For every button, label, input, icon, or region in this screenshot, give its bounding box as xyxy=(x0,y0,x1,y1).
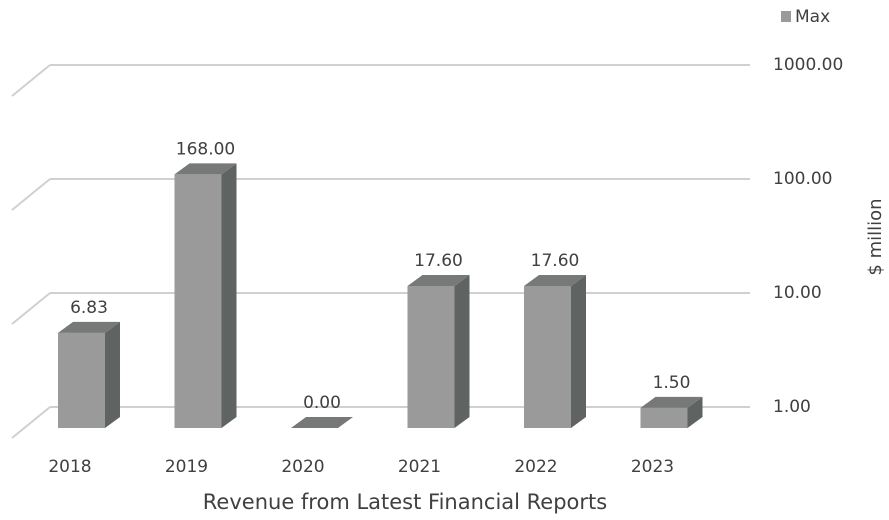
data-label: 1.50 xyxy=(653,373,691,393)
y-tick-label: 100.00 xyxy=(773,169,832,189)
grid-line xyxy=(11,406,51,439)
bar-front xyxy=(407,286,455,428)
y-axis-title: $ million xyxy=(865,198,886,275)
x-tick-label: 2018 xyxy=(48,457,91,477)
data-label: 17.60 xyxy=(531,251,580,271)
grid-line xyxy=(11,292,51,325)
x-axis-title: Revenue from Latest Financial Reports xyxy=(203,490,607,514)
data-label: 17.60 xyxy=(414,251,463,271)
data-label: 168.00 xyxy=(176,139,235,159)
bar-front xyxy=(524,286,571,428)
bar xyxy=(291,417,353,428)
y-tick-label: 1000.00 xyxy=(773,55,843,75)
bar-top xyxy=(291,417,353,428)
bar-side xyxy=(454,275,470,428)
bar xyxy=(640,396,703,428)
bar xyxy=(174,163,237,428)
x-tick-label: 2021 xyxy=(398,457,441,477)
x-tick-label: 2023 xyxy=(631,457,674,477)
x-tick-label: 2019 xyxy=(165,457,208,477)
x-tick-label: 2022 xyxy=(514,457,557,477)
bar-top xyxy=(524,275,586,287)
legend-label: Max xyxy=(795,7,830,27)
bar xyxy=(407,275,470,428)
bar-side xyxy=(221,163,237,428)
bar-side xyxy=(105,321,120,428)
bar-top xyxy=(640,396,703,408)
bar xyxy=(58,321,120,428)
bar xyxy=(524,275,586,428)
bar-front xyxy=(174,174,222,428)
bar-top xyxy=(58,321,120,333)
data-label: 6.83 xyxy=(70,298,108,318)
y-tick-label: 10.00 xyxy=(773,283,822,303)
bar-side xyxy=(687,396,703,428)
grid-line xyxy=(11,64,51,97)
data-label: 0.00 xyxy=(303,393,341,413)
y-tick-label: 1.00 xyxy=(773,397,811,417)
grid-line xyxy=(11,178,51,211)
legend-swatch xyxy=(781,11,791,22)
bar-front xyxy=(640,407,688,428)
x-tick-label: 2020 xyxy=(281,457,324,477)
bar-top xyxy=(174,163,237,175)
bar-top xyxy=(407,275,470,287)
bar-side xyxy=(571,275,586,428)
bar-front xyxy=(58,332,105,428)
